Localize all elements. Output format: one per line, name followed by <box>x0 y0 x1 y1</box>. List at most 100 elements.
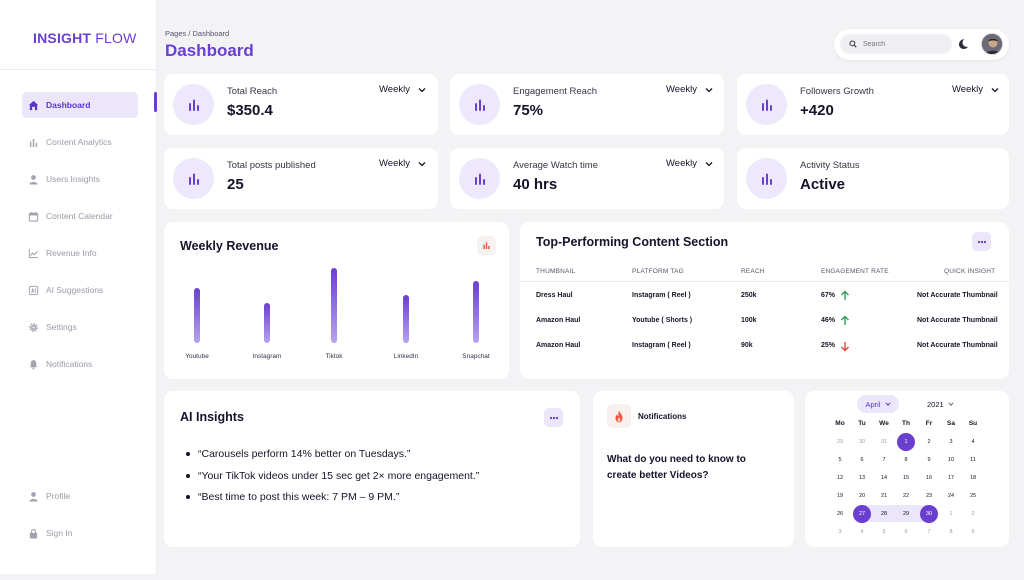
period-dropdown[interactable]: Weekly <box>666 84 713 95</box>
stat-card-total-posts: Total posts published 25 Weekly <box>164 148 438 209</box>
more-options-button[interactable] <box>972 232 991 251</box>
sidebar-item-notifications[interactable]: Notifications <box>22 351 138 377</box>
stat-icon <box>459 158 500 199</box>
ai-insights-card: AI Insights “Carousels perform 14% bette… <box>164 391 580 547</box>
calendar-day[interactable]: 16 <box>925 475 933 481</box>
column-header: THUMBNAIL <box>536 268 576 275</box>
calendar-day[interactable]: 30 <box>920 505 938 523</box>
user-icon <box>29 174 38 185</box>
chevron-down-icon <box>948 402 954 406</box>
table-cell: Instagram ( Reel ) <box>632 342 691 349</box>
calendar-day[interactable]: 6 <box>904 529 908 535</box>
bar-chart-icon <box>761 99 772 111</box>
brand-logo[interactable]: INSIGHT FLOW <box>33 30 137 46</box>
calendar-day[interactable]: 30 <box>858 439 866 445</box>
period-dropdown[interactable]: Weekly <box>666 158 713 169</box>
calendar-day[interactable]: 19 <box>836 493 844 499</box>
calendar-day[interactable]: 11 <box>970 457 976 463</box>
calendar-day[interactable]: 17 <box>947 475 955 481</box>
top-toolbar <box>834 29 1009 60</box>
calendar-day[interactable]: 7 <box>882 457 886 463</box>
calendar-day[interactable]: 4 <box>860 529 864 535</box>
table-cell: 90k <box>741 342 753 349</box>
calendar-day[interactable]: 6 <box>860 457 864 463</box>
calendar-day[interactable]: 1 <box>949 511 953 517</box>
search-box[interactable] <box>840 34 952 54</box>
year-selector[interactable]: 2021 <box>927 395 954 413</box>
search-input[interactable] <box>863 40 943 48</box>
stat-card-followers-growth: Followers Growth +420 Weekly <box>737 74 1009 135</box>
calendar-day[interactable]: 29 <box>902 511 910 517</box>
sidebar-item-ai-suggestions[interactable]: AI Suggestions <box>22 277 138 303</box>
calendar-day[interactable]: 26 <box>836 511 844 517</box>
stat-label: Total Reach <box>227 86 278 97</box>
stat-card-total-reach: Total Reach $350.4 Weekly <box>164 74 438 135</box>
date-range-highlight <box>854 505 938 522</box>
calendar-day[interactable]: 9 <box>927 457 931 463</box>
calendar-day[interactable]: 5 <box>882 529 886 535</box>
period-dropdown[interactable]: Weekly <box>379 84 426 95</box>
calendar-day[interactable]: 2 <box>927 439 931 445</box>
moon-icon[interactable] <box>957 38 969 50</box>
sidebar-item-content-calendar[interactable]: Content Calendar <box>22 203 138 229</box>
sidebar-item-label: Dashboard <box>46 100 91 110</box>
bar-tiktok[interactable] <box>331 268 337 343</box>
bar-label: Snapchat <box>462 353 490 360</box>
calendar-day[interactable]: 1 <box>897 433 915 451</box>
calendar-day[interactable]: 23 <box>925 493 933 499</box>
bar-linkedin[interactable] <box>403 295 409 343</box>
weekday-label: Su <box>968 420 978 427</box>
bar-youtube[interactable] <box>194 288 200 343</box>
weekday-label: Tu <box>858 420 866 427</box>
search-icon <box>849 40 857 48</box>
bar-instagram[interactable] <box>264 303 270 343</box>
calendar-day[interactable]: 5 <box>838 457 842 463</box>
table-cell: Dress Haul <box>536 292 573 299</box>
sidebar-item-users-insights[interactable]: Users Insights <box>22 166 138 192</box>
chart-button[interactable] <box>477 236 496 255</box>
calendar-day[interactable]: 3 <box>838 529 842 535</box>
calendar-day[interactable]: 4 <box>971 439 975 445</box>
more-options-button[interactable] <box>544 408 563 427</box>
calendar-day[interactable]: 8 <box>949 529 953 535</box>
calendar-day[interactable]: 18 <box>969 475 977 481</box>
sidebar-item-sign-in[interactable]: Sign In <box>22 520 138 546</box>
calendar-day[interactable]: 27 <box>853 505 871 523</box>
calendar-day[interactable]: 13 <box>858 475 866 481</box>
calendar-day[interactable]: 7 <box>927 529 931 535</box>
sidebar-item-revenue-info[interactable]: Revenue Info <box>22 240 138 266</box>
calendar-day[interactable]: 14 <box>880 475 888 481</box>
calendar-day[interactable]: 21 <box>880 493 888 499</box>
bar-label: Tiktok <box>325 353 343 360</box>
calendar-day[interactable]: 28 <box>880 511 888 517</box>
column-header: PLATFORM TAG <box>632 268 684 275</box>
calendar-day[interactable]: 15 <box>902 475 910 481</box>
period-dropdown[interactable]: Weekly <box>952 84 999 95</box>
calendar-day[interactable]: 29 <box>836 439 844 445</box>
calendar-day[interactable]: 2 <box>971 511 975 517</box>
calendar-day[interactable]: 3 <box>949 439 953 445</box>
month-selector[interactable]: April <box>857 395 899 413</box>
calendar-day[interactable]: 24 <box>947 493 955 499</box>
weekday-label: Mo <box>835 420 845 427</box>
sidebar: INSIGHT FLOW Dashboard Content Analytics… <box>0 0 157 574</box>
sidebar-item-dashboard[interactable]: Dashboard <box>22 92 138 118</box>
stat-label: Average Watch time <box>513 160 599 171</box>
calendar-day[interactable]: 22 <box>902 493 910 499</box>
insight-item: “Your TikTok videos under 15 sec get 2× … <box>186 470 479 482</box>
sidebar-item-content-analytics[interactable]: Content Analytics <box>22 129 138 155</box>
calendar-day[interactable]: 8 <box>904 457 908 463</box>
calendar-day[interactable]: 9 <box>971 529 975 535</box>
calendar-day[interactable]: 12 <box>836 475 844 481</box>
avatar[interactable] <box>981 33 1003 55</box>
calendar-day[interactable]: 10 <box>947 457 955 463</box>
stat-value: 25 <box>227 176 244 193</box>
sidebar-item-profile[interactable]: Profile <box>22 483 138 509</box>
calendar-day[interactable]: 25 <box>969 493 977 499</box>
period-dropdown[interactable]: Weekly <box>379 158 426 169</box>
calendar-day[interactable]: 20 <box>858 493 866 499</box>
sidebar-item-settings[interactable]: Settings <box>22 314 138 340</box>
calendar-day[interactable]: 31 <box>880 439 888 445</box>
breadcrumb[interactable]: Pages / Dashboard <box>165 29 230 38</box>
bar-snapchat[interactable] <box>473 281 479 343</box>
